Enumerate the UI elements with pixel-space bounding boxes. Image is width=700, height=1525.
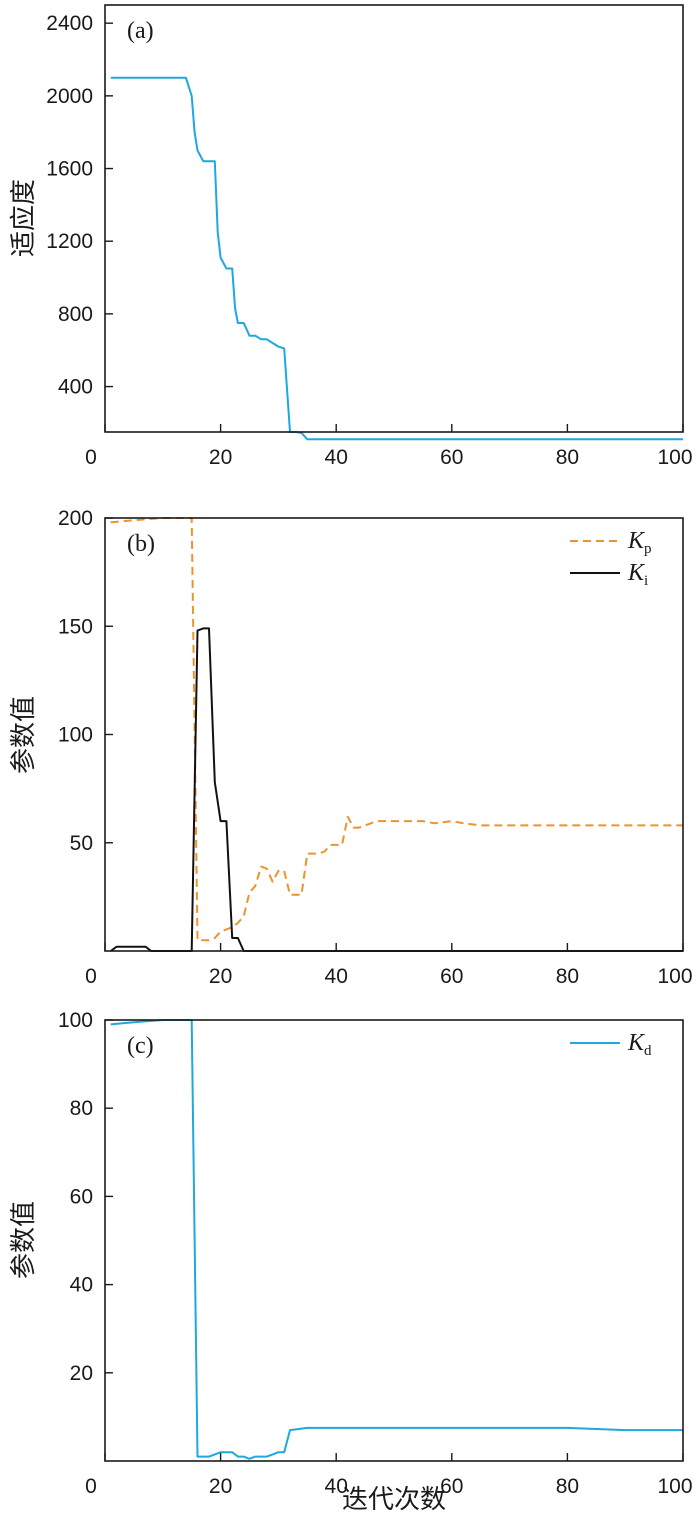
x-tick-label: 80 [556,446,579,469]
y-tick-label: 40 [70,1274,93,1297]
legend-label-kp: Kp [627,528,652,557]
x-tick-label: 40 [325,446,348,469]
panel-b: 0 20 40 60 80 100 50 100 150 200 (b) 参数值 Kp Ki [9,507,693,988]
x-tick-label: 40 [325,1475,348,1498]
y-tick-label: 200 [58,507,93,530]
x-axis-label: 迭代次数 [342,1485,446,1515]
x-tick-label: 60 [440,965,463,988]
plot-frame [104,4,684,433]
y-tick-label: 100 [58,724,93,747]
panel-label: (a) [127,18,154,44]
x-tick-label: 40 [325,965,348,988]
x-tick-label: 60 [440,1475,463,1498]
panel-label: (c) [127,1033,154,1059]
x-tick-label: 0 [85,446,97,469]
x-tick-label: 0 [85,1475,97,1498]
x-tick-label: 0 [85,965,97,988]
series-line-ki [110,627,683,952]
series-line-kp [110,517,683,942]
legend-label-kd: Kd [627,1030,652,1059]
y-axis-label: 参数值 [9,1201,39,1279]
y-tick-label: 50 [70,832,93,855]
x-tick-label: 80 [556,965,579,988]
y-tick-label: 150 [58,615,93,638]
x-tick-label: 100 [657,1475,692,1498]
y-tick-label: 400 [58,376,93,399]
y-tick-label: 60 [70,1185,93,1208]
y-tick-label: 1200 [46,230,93,253]
panel-label: (b) [127,531,155,557]
panel-a: 0 20 40 60 80 100 400 800 1200 1600 2000 2400 (a) 适应度 [9,4,693,469]
series-line-fitness [110,76,683,441]
y-tick-label: 100 [58,1009,93,1032]
y-tick-label: 80 [70,1097,93,1120]
y-tick-label: 1600 [46,158,93,181]
x-tick-label: 80 [556,1475,579,1498]
x-tick-label: 20 [209,446,232,469]
x-tick-label: 60 [440,446,463,469]
y-tick-label: 20 [70,1362,93,1385]
y-axis-label: 参数值 [9,696,39,774]
x-tick-label: 100 [657,965,692,988]
legend-label-ki: Ki [627,560,648,589]
y-axis-label: 适应度 [9,179,39,257]
y-tick-label: 2000 [46,85,93,108]
plot-frame [104,1019,684,1462]
x-tick-label: 20 [209,965,232,988]
x-tick-label: 100 [657,446,692,469]
y-tick-label: 800 [58,303,93,326]
series-line-kd [110,1019,683,1460]
x-tick-label: 20 [209,1475,232,1498]
y-tick-label: 2400 [46,12,93,35]
